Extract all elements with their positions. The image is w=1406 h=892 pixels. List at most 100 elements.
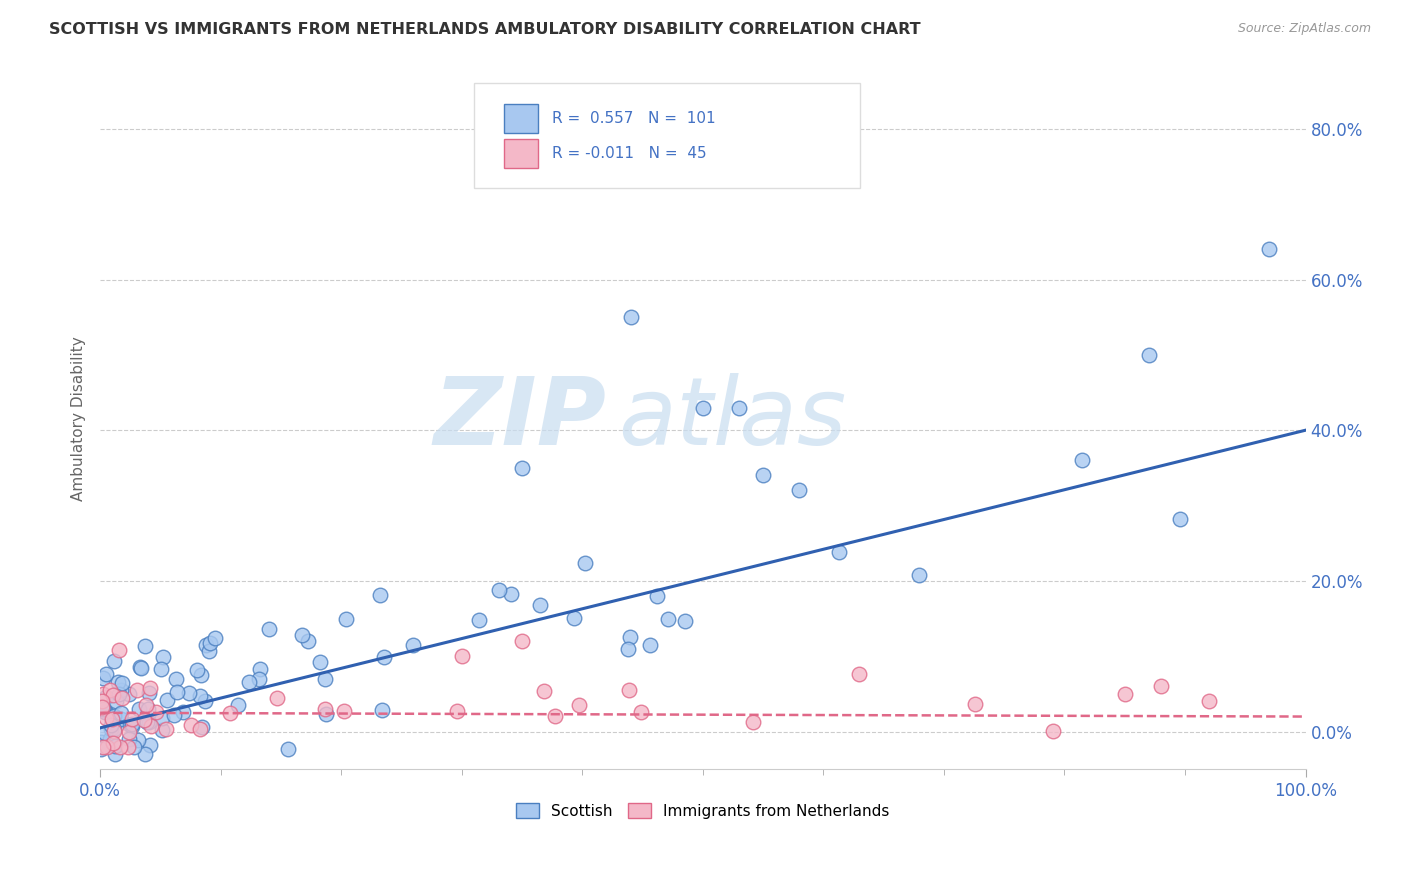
Point xyxy=(172,705,194,719)
Point xyxy=(297,634,319,648)
Point xyxy=(290,627,312,641)
Point xyxy=(191,720,214,734)
Point xyxy=(135,698,157,712)
Point xyxy=(128,701,150,715)
Point xyxy=(533,684,555,698)
Point xyxy=(98,731,121,746)
Point xyxy=(138,685,160,699)
Point xyxy=(177,686,200,700)
Point xyxy=(238,675,260,690)
Point xyxy=(402,638,425,652)
Point xyxy=(617,682,640,697)
Point xyxy=(134,713,156,727)
Point xyxy=(101,736,124,750)
Point xyxy=(188,689,211,703)
Point xyxy=(155,722,177,736)
Point xyxy=(94,705,117,719)
Point xyxy=(96,739,118,754)
Point xyxy=(249,673,271,687)
Point xyxy=(124,739,146,754)
Point xyxy=(93,687,115,701)
Point xyxy=(226,698,249,712)
Y-axis label: Ambulatory Disability: Ambulatory Disability xyxy=(72,336,86,501)
Point xyxy=(332,704,354,718)
Point xyxy=(103,723,125,738)
Point xyxy=(111,675,134,690)
Point xyxy=(110,706,132,720)
Point xyxy=(94,690,117,705)
Point xyxy=(370,703,392,717)
FancyBboxPatch shape xyxy=(503,103,537,133)
Point xyxy=(103,654,125,668)
Point xyxy=(197,644,219,658)
Point xyxy=(104,747,127,762)
Point xyxy=(129,659,152,673)
Point xyxy=(1137,348,1160,362)
Point xyxy=(91,739,114,754)
Point xyxy=(574,556,596,570)
Point xyxy=(90,735,112,749)
Point xyxy=(110,683,132,698)
Point xyxy=(96,667,118,681)
Point xyxy=(673,615,696,629)
Point xyxy=(373,649,395,664)
Point xyxy=(103,708,125,723)
Point xyxy=(134,639,156,653)
Point xyxy=(101,712,124,726)
Point xyxy=(965,698,987,712)
Text: R = -0.011   N =  45: R = -0.011 N = 45 xyxy=(553,145,707,161)
Point xyxy=(1114,687,1136,701)
Legend: Scottish, Immigrants from Netherlands: Scottish, Immigrants from Netherlands xyxy=(510,797,896,825)
Point xyxy=(156,693,179,707)
Point xyxy=(619,630,641,644)
Point xyxy=(190,668,212,682)
Point xyxy=(91,671,114,685)
Point xyxy=(91,700,114,714)
Point xyxy=(150,662,173,676)
Point xyxy=(152,649,174,664)
Point xyxy=(108,739,131,754)
Point xyxy=(828,544,851,558)
Point xyxy=(136,702,159,716)
Point xyxy=(107,643,129,657)
Point xyxy=(617,642,640,657)
Point xyxy=(848,666,870,681)
Point xyxy=(101,688,124,702)
Point xyxy=(100,718,122,732)
Point xyxy=(163,707,186,722)
Point xyxy=(103,722,125,736)
Point xyxy=(150,723,173,738)
Point xyxy=(368,588,391,602)
Point xyxy=(186,664,208,678)
Point xyxy=(98,682,121,697)
Point xyxy=(136,714,159,729)
Point xyxy=(638,638,661,652)
Point xyxy=(121,717,143,731)
Point xyxy=(218,706,240,720)
Point xyxy=(138,715,160,730)
Point xyxy=(134,747,156,762)
Point xyxy=(188,722,211,736)
Point xyxy=(630,705,652,719)
Point xyxy=(204,631,226,645)
Point xyxy=(908,567,931,582)
Point xyxy=(111,690,134,705)
Point xyxy=(1198,694,1220,708)
Point xyxy=(787,483,810,498)
Point xyxy=(94,726,117,740)
Text: atlas: atlas xyxy=(619,374,846,465)
Point xyxy=(117,724,139,739)
Point xyxy=(562,611,585,625)
Point xyxy=(468,613,491,627)
Point xyxy=(91,740,114,755)
Point xyxy=(742,715,765,730)
Point xyxy=(1258,243,1281,257)
Point xyxy=(257,622,280,636)
FancyBboxPatch shape xyxy=(474,83,859,187)
Text: Source: ZipAtlas.com: Source: ZipAtlas.com xyxy=(1237,22,1371,36)
Point xyxy=(121,719,143,733)
Point xyxy=(107,674,129,689)
Point xyxy=(103,739,125,754)
Point xyxy=(1150,680,1173,694)
Point xyxy=(266,691,288,706)
